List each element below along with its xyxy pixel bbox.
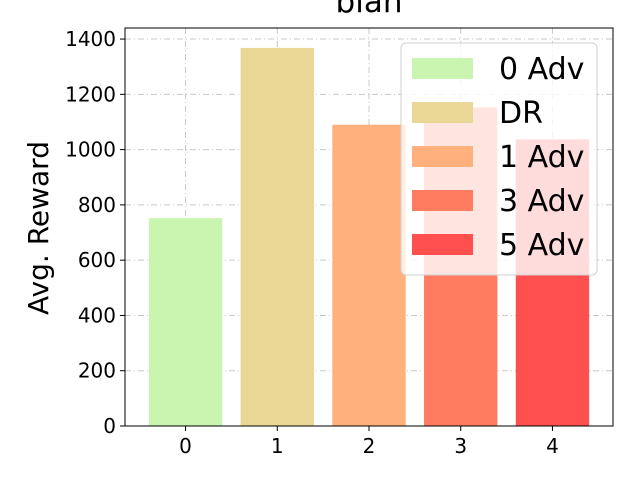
x-tick-label: 3 [454, 434, 467, 458]
bar-2 [332, 124, 406, 426]
x-tick-label: 0 [179, 434, 192, 458]
legend-label: 1 Adv [499, 140, 584, 175]
legend-swatch [412, 190, 473, 211]
legend-box [400, 42, 598, 276]
y-axis-label: Avg. Reward [22, 141, 55, 315]
y-tick-label: 200 [78, 359, 116, 383]
legend-label: DR [499, 96, 543, 131]
chart-title: blah [336, 0, 403, 20]
legend-label: 5 Adv [499, 228, 584, 263]
y-tick-label: 0 [103, 414, 116, 438]
x-tick-label: 2 [363, 434, 376, 458]
axes: 0 200 400 600 800 1000 1200 1400 0 1 2 3 4 [65, 27, 614, 458]
x-tick-label: 1 [271, 434, 284, 458]
y-tick-label: 1000 [65, 138, 116, 162]
bar-0 [148, 218, 223, 426]
legend-label: 0 Adv [499, 52, 584, 87]
bar-1 [240, 47, 314, 427]
y-tick-label: 600 [78, 248, 116, 272]
legend-swatch [412, 146, 473, 167]
legend-swatch [412, 58, 473, 79]
y-tick-label: 400 [78, 303, 116, 327]
legend-label: 3 Adv [499, 184, 584, 219]
y-tick-label: 1400 [65, 27, 116, 51]
x-tick-label: 4 [546, 434, 559, 458]
y-tick-label: 1200 [65, 82, 116, 106]
legend-swatch [412, 102, 473, 123]
y-tick-label: 800 [78, 193, 116, 217]
legend: 0 Adv DR 1 Adv 3 Adv 5 Adv [400, 42, 598, 276]
legend-swatch [412, 234, 473, 255]
